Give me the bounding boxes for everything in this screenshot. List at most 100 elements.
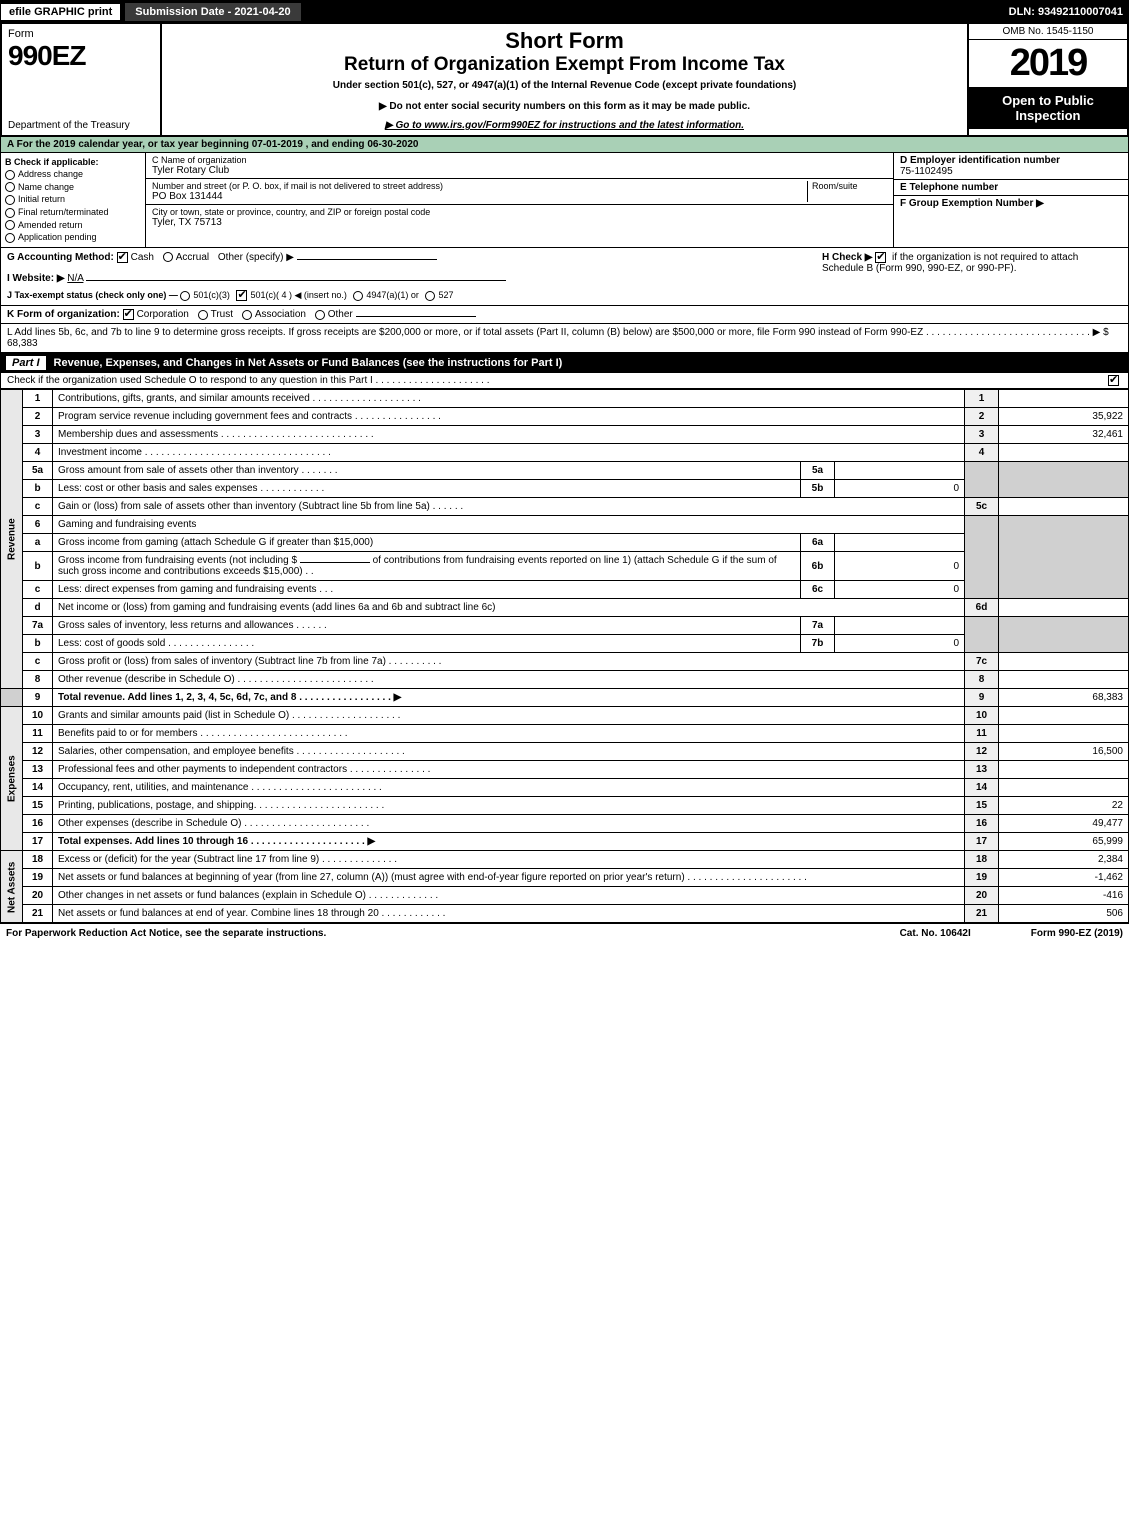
amended-return-label: Amended return <box>18 220 83 230</box>
row-amt <box>999 779 1129 797</box>
row-num: b <box>23 480 53 498</box>
row-num: 13 <box>23 761 53 779</box>
row-desc: Investment income . . . . . . . . . . . … <box>53 444 965 462</box>
goto-link[interactable]: ▶ Go to www.irs.gov/Form990EZ for instru… <box>170 120 959 131</box>
row-desc: Net assets or fund balances at beginning… <box>53 869 965 887</box>
j-501c3-radio[interactable] <box>180 291 190 301</box>
revenue-table: Revenue 1 Contributions, gifts, grants, … <box>0 389 1129 923</box>
r9-bold: Total revenue. Add lines 1, 2, 3, 4, 5c,… <box>58 692 401 703</box>
row-num: 4 <box>23 444 53 462</box>
street-address: PO Box 131444 <box>152 191 807 202</box>
row-col: 11 <box>965 725 999 743</box>
final-return-label: Final return/terminated <box>18 207 109 217</box>
row-desc: Net income or (loss) from gaming and fun… <box>53 599 965 617</box>
sub-col: 7b <box>801 635 835 653</box>
ssn-warning: ▶ Do not enter social security numbers o… <box>170 101 959 112</box>
k-other-radio[interactable] <box>315 310 325 320</box>
under-section: Under section 501(c), 527, or 4947(a)(1)… <box>170 80 959 91</box>
row-amt: -416 <box>999 887 1129 905</box>
row-desc: Gross amount from sale of assets other t… <box>53 462 801 480</box>
j-527-radio[interactable] <box>425 291 435 301</box>
sub-amt: 0 <box>835 552 965 581</box>
addr-change-radio[interactable] <box>5 170 15 180</box>
l-text: L Add lines 5b, 6c, and 7b to line 9 to … <box>7 327 1109 338</box>
sub-col: 5b <box>801 480 835 498</box>
final-return-radio[interactable] <box>5 208 15 218</box>
part1-title: Revenue, Expenses, and Changes in Net As… <box>54 357 1123 369</box>
row-desc: Benefits paid to or for members . . . . … <box>53 725 965 743</box>
row-num: 20 <box>23 887 53 905</box>
page-footer: For Paperwork Reduction Act Notice, see … <box>0 923 1129 943</box>
k-trust-radio[interactable] <box>198 310 208 320</box>
row-col: 9 <box>965 689 999 707</box>
revenue-side-label: Revenue <box>1 390 23 689</box>
part1-num: Part I <box>6 356 46 370</box>
phone-label: E Telephone number <box>900 182 998 193</box>
row-num: 3 <box>23 426 53 444</box>
name-change-radio[interactable] <box>5 182 15 192</box>
row-col: 18 <box>965 851 999 869</box>
row-num: 14 <box>23 779 53 797</box>
row-desc: Less: cost of goods sold . . . . . . . .… <box>53 635 801 653</box>
row-desc: Program service revenue including govern… <box>53 408 965 426</box>
row-num: 21 <box>23 905 53 923</box>
room-label: Room/suite <box>807 181 887 202</box>
row-desc: Gross profit or (loss) from sales of inv… <box>53 653 965 671</box>
h-check[interactable] <box>875 252 886 263</box>
j-4947-radio[interactable] <box>353 291 363 301</box>
city-label: City or town, state or province, country… <box>152 207 887 217</box>
initial-return-radio[interactable] <box>5 195 15 205</box>
footer-left: For Paperwork Reduction Act Notice, see … <box>6 928 900 939</box>
row-col: 20 <box>965 887 999 905</box>
row-col: 4 <box>965 444 999 462</box>
row-desc: Gross income from fundraising events (no… <box>53 552 801 581</box>
app-pending-radio[interactable] <box>5 233 15 243</box>
row-amt: 49,477 <box>999 815 1129 833</box>
header-center: Short Form Return of Organization Exempt… <box>162 24 967 135</box>
h-label: H Check ▶ <box>822 252 872 263</box>
k-assoc-radio[interactable] <box>242 310 252 320</box>
row-num: 8 <box>23 671 53 689</box>
k-corp-check[interactable] <box>123 309 134 320</box>
row-num: 11 <box>23 725 53 743</box>
row-amt: 35,922 <box>999 408 1129 426</box>
sub-col: 5a <box>801 462 835 480</box>
row-amt: 2,384 <box>999 851 1129 869</box>
form-label: Form <box>8 28 154 40</box>
row-col: 3 <box>965 426 999 444</box>
row-num: 15 <box>23 797 53 815</box>
row-desc: Less: cost or other basis and sales expe… <box>53 480 801 498</box>
k-corp: Corporation <box>137 309 189 320</box>
row-num: 16 <box>23 815 53 833</box>
row-desc: Other changes in net assets or fund bala… <box>53 887 965 905</box>
accrual-radio[interactable] <box>163 252 173 262</box>
r17-bold: Total expenses. Add lines 10 through 16 … <box>58 836 375 847</box>
j-label: J Tax-exempt status (check only one) — <box>7 290 178 300</box>
row-amt: 65,999 <box>999 833 1129 851</box>
row-num: 5a <box>23 462 53 480</box>
schedule-o-check[interactable] <box>1108 375 1119 386</box>
cash-check[interactable] <box>117 252 128 263</box>
shade-cell <box>999 617 1129 653</box>
sub-col: 6a <box>801 534 835 552</box>
row-amt: 506 <box>999 905 1129 923</box>
row-num: b <box>23 635 53 653</box>
row-col: 14 <box>965 779 999 797</box>
part1-checkline: Check if the organization used Schedule … <box>7 375 489 386</box>
row-col: 16 <box>965 815 999 833</box>
row-col: 5c <box>965 498 999 516</box>
row-amt: 22 <box>999 797 1129 815</box>
row-desc: Net assets or fund balances at end of ye… <box>53 905 965 923</box>
row-desc: Professional fees and other payments to … <box>53 761 965 779</box>
row-num: 7a <box>23 617 53 635</box>
row-amt <box>999 498 1129 516</box>
j-527: 527 <box>438 290 453 300</box>
k-label: K Form of organization: <box>7 309 120 320</box>
shade-cell <box>965 516 999 599</box>
row-desc: Grants and similar amounts paid (list in… <box>53 707 965 725</box>
j-501c3: 501(c)(3) <box>193 290 230 300</box>
row-col: 1 <box>965 390 999 408</box>
amended-return-radio[interactable] <box>5 220 15 230</box>
submission-date: Submission Date - 2021-04-20 <box>125 3 300 21</box>
j-501c-check[interactable] <box>236 290 247 301</box>
